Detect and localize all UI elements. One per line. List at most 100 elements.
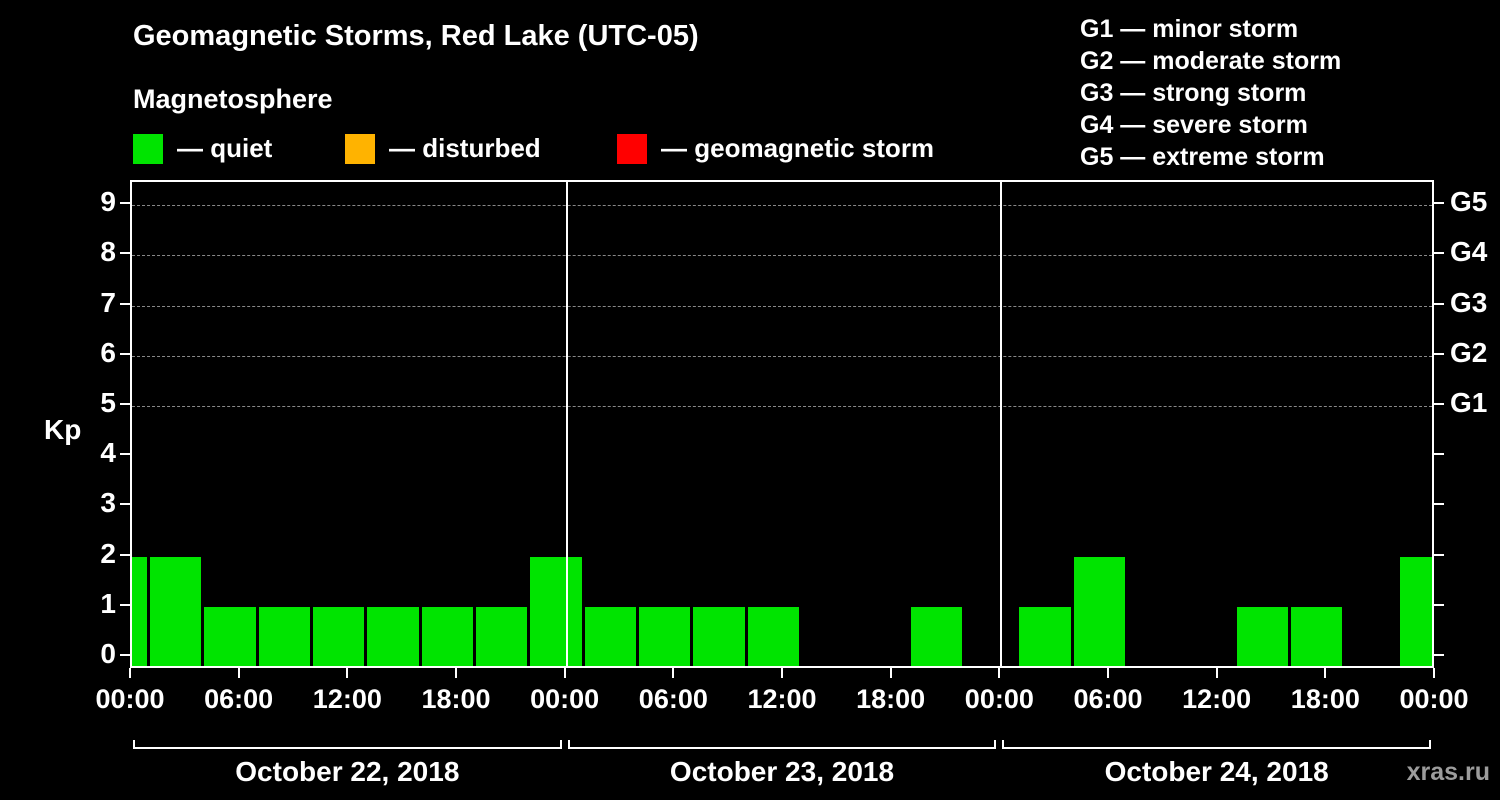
- plot-area: [130, 180, 1434, 668]
- y-axis-tick-label: 3: [100, 487, 116, 519]
- y-axis-tick-label: 4: [100, 437, 116, 469]
- x-axis-tick-label: 00:00: [964, 684, 1034, 714]
- legend-disturbed-label: — disturbed: [389, 133, 541, 163]
- y-axis-tick-label: 1: [100, 587, 116, 619]
- gridline-kp-7: [132, 305, 1432, 307]
- x-tick: [1215, 668, 1218, 678]
- y-axis-label: Kp: [44, 414, 82, 445]
- kp-bar: [1073, 556, 1125, 666]
- x-tick: [672, 668, 675, 678]
- y-axis-tick-label: 9: [100, 186, 116, 218]
- disturbed-color-swatch: [345, 133, 375, 164]
- x-tick: [1433, 668, 1435, 678]
- kp-bar: [1019, 606, 1071, 666]
- kp-bar: [204, 606, 256, 666]
- y-tick-left: [120, 553, 130, 556]
- x-axis-tick-label: 00:00: [530, 684, 600, 714]
- g-legend-line-2: G2 — moderate storm: [1080, 47, 1342, 75]
- x-axis-tick-label: 00:00: [1399, 684, 1469, 714]
- x-tick: [998, 668, 1001, 678]
- legend-item-quiet: — quiet: [133, 133, 272, 164]
- date-label: October 23, 2018: [669, 756, 895, 787]
- x-axis-tick-label: 06:00: [204, 684, 274, 714]
- day-bracket: [567, 740, 997, 749]
- legend-item-disturbed: — disturbed: [345, 133, 541, 164]
- kp-bar: [747, 606, 799, 666]
- y-axis-tick-label: 5: [100, 387, 116, 418]
- x-tick: [563, 668, 566, 678]
- storm-color-swatch: [617, 133, 647, 164]
- g-legend-line-4: G4 — severe storm: [1080, 111, 1308, 139]
- g-legend-line-3: G3 — strong storm: [1080, 79, 1307, 107]
- g-scale-tick-label: G5: [1450, 186, 1488, 218]
- quiet-color-swatch: [133, 133, 163, 164]
- kp-bar: [258, 606, 310, 666]
- chart-subtitle: Magnetosphere: [133, 84, 333, 114]
- x-axis-tick-label: 06:00: [1073, 684, 1143, 714]
- legend-item-storm: — geomagnetic storm: [617, 133, 934, 164]
- y-axis-tick-label: 8: [100, 236, 116, 268]
- gridline-kp-5: [132, 406, 1432, 407]
- y-axis-tick-label: 2: [100, 537, 116, 569]
- y-axis-tick-label: 6: [100, 336, 116, 368]
- y-axis-tick-label: 0: [100, 638, 116, 669]
- y-tick-right: [1434, 202, 1444, 205]
- x-axis-tick-label: 12:00: [1182, 684, 1252, 714]
- kp-bar: [313, 606, 365, 666]
- y-tick-right: [1434, 654, 1444, 656]
- kp-bar: [421, 606, 473, 666]
- day-boundary-line: [565, 182, 568, 666]
- x-axis-tick-label: 18:00: [856, 684, 926, 714]
- gridline-kp-9: [132, 205, 1432, 207]
- y-tick-left: [120, 654, 130, 656]
- y-tick-left: [120, 453, 130, 456]
- y-tick-right: [1434, 252, 1444, 255]
- day-boundary-line: [1000, 182, 1003, 666]
- x-tick: [346, 668, 349, 678]
- x-axis-tick-label: 12:00: [747, 684, 817, 714]
- x-tick: [1324, 668, 1327, 678]
- g-scale-tick-label: G2: [1450, 336, 1488, 368]
- y-tick-right: [1434, 453, 1444, 456]
- gridline-kp-8: [132, 255, 1432, 257]
- g-legend-line-5: G5 — extreme storm: [1080, 143, 1325, 171]
- y-tick-right: [1434, 603, 1444, 606]
- page-title: Geomagnetic Storms, Red Lake (UTC-05): [133, 20, 699, 52]
- y-tick-right: [1434, 503, 1444, 506]
- g-scale-legend: G1 — minor storm G2 — moderate storm G3 …: [1080, 13, 1341, 173]
- date-label: October 22, 2018: [235, 756, 460, 787]
- gridline-kp-6: [132, 355, 1432, 357]
- y-tick-left: [120, 302, 130, 305]
- kp-bar: [1236, 606, 1288, 666]
- kp-bar: [367, 606, 419, 666]
- y-tick-right: [1434, 352, 1444, 355]
- kp-bar: [584, 606, 636, 666]
- y-tick-right: [1434, 302, 1444, 305]
- x-axis-tick-label: 00:00: [95, 684, 165, 714]
- kp-bar: [910, 606, 962, 666]
- kp-bar: [150, 556, 202, 666]
- g-scale-tick-label: G3: [1450, 286, 1488, 318]
- kp-bar: [1399, 556, 1432, 666]
- y-tick-left: [120, 503, 130, 506]
- x-axis-tick-label: 06:00: [638, 684, 708, 714]
- kp-bar: [1291, 606, 1343, 666]
- y-axis-tick-label: 7: [100, 286, 116, 318]
- y-tick-right: [1434, 403, 1444, 405]
- watermark: xras.ru: [1406, 758, 1490, 786]
- kp-bar: [693, 606, 745, 666]
- x-tick: [889, 668, 892, 678]
- x-tick: [237, 668, 240, 678]
- x-axis-tick-label: 18:00: [421, 684, 491, 714]
- x-tick: [455, 668, 457, 678]
- y-tick-left: [120, 403, 130, 405]
- y-tick-left: [120, 202, 130, 205]
- y-tick-left: [120, 352, 130, 355]
- x-tick: [1107, 668, 1109, 678]
- x-tick: [781, 668, 783, 678]
- day-bracket: [1002, 740, 1431, 749]
- kp-bar: [530, 556, 582, 666]
- y-tick-left: [120, 603, 130, 606]
- legend-quiet-label: — quiet: [177, 133, 273, 163]
